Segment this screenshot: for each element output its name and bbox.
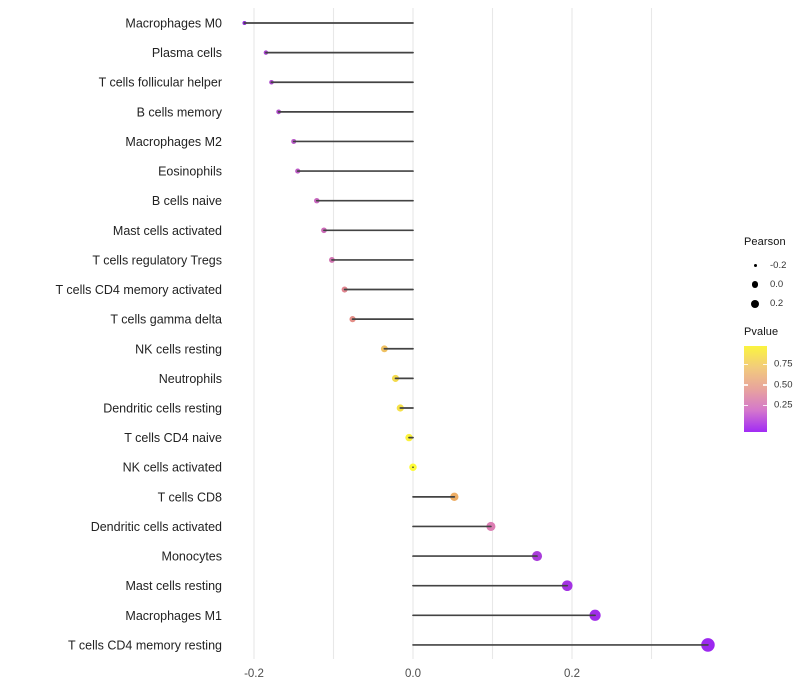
pearson-legend-dot-cell [748, 297, 762, 311]
y-axis-label: B cells memory [137, 105, 223, 119]
x-axis-tick-label: -0.2 [244, 668, 264, 680]
pearson-legend-label: 0.2 [770, 298, 784, 309]
y-axis-label: B cells naive [152, 194, 222, 208]
y-axis-label: NK cells resting [135, 342, 222, 356]
y-axis-label: Dendritic cells resting [103, 401, 222, 415]
pearson-size-legend: Pearson -0.2 0.0 0.2 [744, 236, 786, 313]
y-axis-label: Macrophages M0 [125, 17, 222, 31]
y-axis-label: T cells CD4 memory activated [56, 283, 223, 297]
x-axis-tick-label: 0.0 [405, 668, 421, 680]
pearson-legend-item: 0.0 [744, 275, 786, 294]
y-axis-label: Mast cells resting [125, 579, 222, 593]
pvalue-colorbar-tick [744, 384, 748, 386]
pearson-legend-items: -0.2 0.0 0.2 [744, 256, 786, 313]
pearson-legend-label: -0.2 [770, 260, 787, 271]
pvalue-colorbar-label: 0.50 [774, 379, 793, 391]
y-axis-label: T cells gamma delta [110, 313, 222, 327]
pvalue-colorbar-label: 0.75 [774, 358, 793, 370]
y-axis-label: Neutrophils [159, 372, 222, 386]
y-axis-label: Macrophages M2 [125, 135, 222, 149]
pvalue-colorbar-tick [744, 363, 748, 366]
y-axis-label: T cells regulatory Tregs [92, 253, 222, 267]
pearson-legend-title: Pearson [744, 236, 786, 248]
pvalue-colorbar-tick [763, 363, 767, 366]
pearson-legend-item: 0.2 [744, 294, 786, 313]
pvalue-colorbar-label: 0.25 [774, 399, 793, 411]
pvalue-colorbar-tick [763, 404, 767, 406]
pearson-legend-dot [751, 299, 759, 308]
y-axis-label: T cells CD4 memory resting [68, 638, 222, 652]
y-axis-label: Monocytes [162, 550, 222, 564]
y-axis-label: T cells follicular helper [99, 76, 222, 90]
pearson-legend-label: 0.0 [770, 279, 784, 290]
pvalue-colorbar-wrap: 0.75 0.50 0.25 [744, 346, 800, 432]
pearson-legend-dot [753, 264, 757, 267]
y-axis-label: Plasma cells [152, 46, 222, 60]
pvalue-color-legend: Pvalue 0.75 0.50 0.25 [744, 326, 800, 432]
pvalue-colorbar-tick [744, 404, 748, 406]
y-axis-label: Eosinophils [158, 165, 222, 179]
y-axis-label: NK cells activated [123, 461, 222, 475]
pearson-legend-dot-cell [748, 259, 762, 273]
y-axis-label: Mast cells activated [113, 224, 222, 238]
y-axis-label: Dendritic cells activated [91, 520, 222, 534]
x-axis-tick-label: 0.2 [564, 668, 580, 680]
pvalue-colorbar-tick [763, 384, 767, 386]
pearson-legend-dot [751, 281, 759, 288]
pearson-legend-dot-cell [748, 278, 762, 292]
y-axis-label: Macrophages M1 [125, 609, 222, 623]
pvalue-colorbar [744, 346, 767, 432]
pvalue-legend-title: Pvalue [744, 326, 779, 338]
y-axis-label: T cells CD8 [158, 490, 222, 504]
y-axis-label: T cells CD4 naive [124, 431, 222, 445]
pearson-legend-item: -0.2 [744, 256, 786, 275]
